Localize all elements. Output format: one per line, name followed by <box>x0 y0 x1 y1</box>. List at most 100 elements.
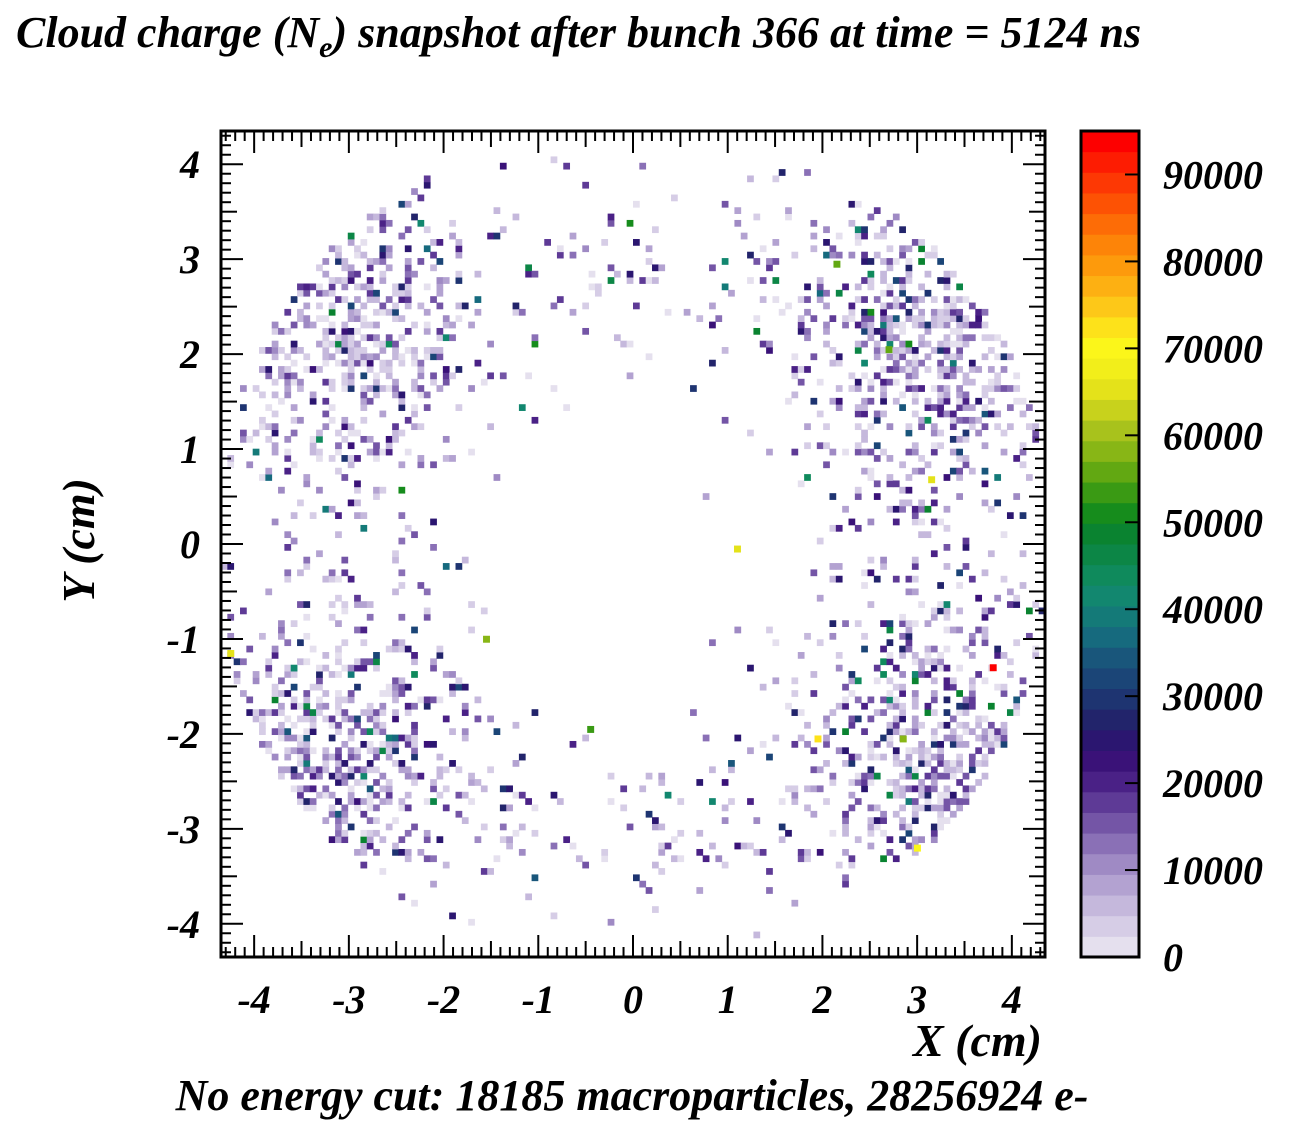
heatmap-cell <box>943 353 951 361</box>
heatmap-cell <box>404 277 412 284</box>
colorbar-segment <box>1081 791 1139 813</box>
heatmap-cell <box>930 499 938 507</box>
heatmap-cell <box>341 760 349 767</box>
heatmap-cell <box>658 848 666 856</box>
heatmap-cell <box>354 626 361 634</box>
heatmap-cell <box>943 270 951 278</box>
heatmap-cell <box>341 607 349 615</box>
heatmap-cell <box>278 728 285 736</box>
heatmap-cell <box>385 296 393 303</box>
heatmap-cell <box>392 391 399 399</box>
heatmap-cell <box>924 658 932 666</box>
heatmap-cell <box>975 760 983 767</box>
heatmap-cell <box>252 448 260 456</box>
heatmap-cell <box>873 296 881 303</box>
heatmap-cell <box>981 423 989 431</box>
heatmap-cell <box>1025 474 1033 481</box>
heatmap-cell <box>404 645 412 653</box>
heatmap-cell <box>341 347 349 354</box>
heatmap-cell <box>385 245 393 253</box>
heatmap-cell <box>804 334 811 342</box>
heatmap-cell <box>943 524 951 532</box>
heatmap-cell <box>449 232 456 240</box>
heatmap-cell <box>430 296 437 303</box>
heatmap-cell <box>949 410 957 418</box>
heatmap-cell <box>943 474 951 481</box>
heatmap-cell <box>423 347 431 354</box>
heatmap-cell <box>924 645 932 653</box>
heatmap-cell <box>328 810 336 818</box>
heatmap-cell <box>398 893 406 901</box>
heatmap-cell <box>335 760 342 767</box>
heatmap-cell <box>956 347 963 354</box>
heatmap-cell <box>430 664 437 672</box>
heatmap-cell <box>582 181 590 189</box>
heatmap-cell <box>303 613 311 621</box>
heatmap-cell <box>1013 397 1021 405</box>
heatmap-cell <box>918 791 925 799</box>
heatmap-cell <box>911 563 919 570</box>
heatmap-cell <box>316 709 323 716</box>
heatmap-cell <box>347 366 355 373</box>
heatmap-cell <box>240 435 247 443</box>
heatmap-cell <box>1013 601 1021 608</box>
heatmap-cell <box>354 779 361 786</box>
heatmap-cell <box>949 791 957 799</box>
heatmap-cell <box>981 404 989 411</box>
heatmap-cell <box>259 721 266 729</box>
heatmap-cell <box>297 347 304 354</box>
heatmap-cell <box>867 283 875 291</box>
heatmap-cell <box>981 613 989 621</box>
heatmap-cell <box>880 327 887 335</box>
heatmap-cell <box>284 378 292 386</box>
colorbar-segment <box>1081 647 1139 669</box>
heatmap-cell <box>493 728 501 736</box>
heatmap-cell <box>956 721 963 729</box>
heatmap-cell <box>873 772 881 780</box>
heatmap-cell <box>854 404 862 411</box>
heatmap-cell <box>937 747 944 755</box>
heatmap-cell <box>930 779 938 786</box>
heatmap-cell <box>379 772 387 780</box>
heatmap-cell <box>347 734 355 742</box>
heatmap-cell <box>354 512 361 519</box>
heatmap-cell <box>322 785 330 793</box>
heatmap-cell <box>943 308 951 316</box>
heatmap-cell <box>379 359 387 367</box>
heatmap-cell <box>842 702 849 710</box>
heatmap-cell <box>316 435 323 443</box>
heatmap-cell <box>290 512 298 519</box>
heatmap-cell <box>335 340 342 348</box>
heatmap-cell <box>373 658 380 666</box>
heatmap-cell <box>582 861 590 869</box>
heatmap-cell <box>354 429 361 437</box>
heatmap-cell <box>373 353 380 361</box>
heatmap-cell <box>259 740 266 748</box>
heatmap-cell <box>956 391 963 399</box>
heatmap-cell <box>956 455 963 462</box>
heatmap-cell <box>943 321 951 329</box>
heatmap-cell <box>341 810 349 818</box>
heatmap-cell <box>911 442 919 450</box>
heatmap-cell <box>772 175 780 183</box>
heatmap-cell <box>861 277 868 284</box>
heatmap-cell <box>398 836 406 844</box>
heatmap-cell <box>911 302 919 310</box>
heatmap-cell <box>867 740 875 748</box>
heatmap-hot-cell <box>587 725 595 733</box>
chart-title: Cloud charge (Ne) snapshot after bunch 3… <box>16 8 1141 64</box>
heatmap-cell <box>1000 721 1008 729</box>
heatmap-cell <box>341 836 349 844</box>
heatmap-cell <box>309 798 317 805</box>
heatmap-cell <box>366 258 374 265</box>
heatmap-cell <box>347 334 355 342</box>
heatmap-cell <box>366 226 374 234</box>
heatmap-cell <box>937 429 944 437</box>
heatmap-cell <box>987 728 995 736</box>
heatmap-cell <box>417 772 425 780</box>
heatmap-cell <box>899 671 906 678</box>
heatmap-cell <box>360 664 368 672</box>
heatmap-cell <box>461 817 469 824</box>
heatmap-cell <box>366 334 374 342</box>
heatmap-cell <box>392 423 399 431</box>
